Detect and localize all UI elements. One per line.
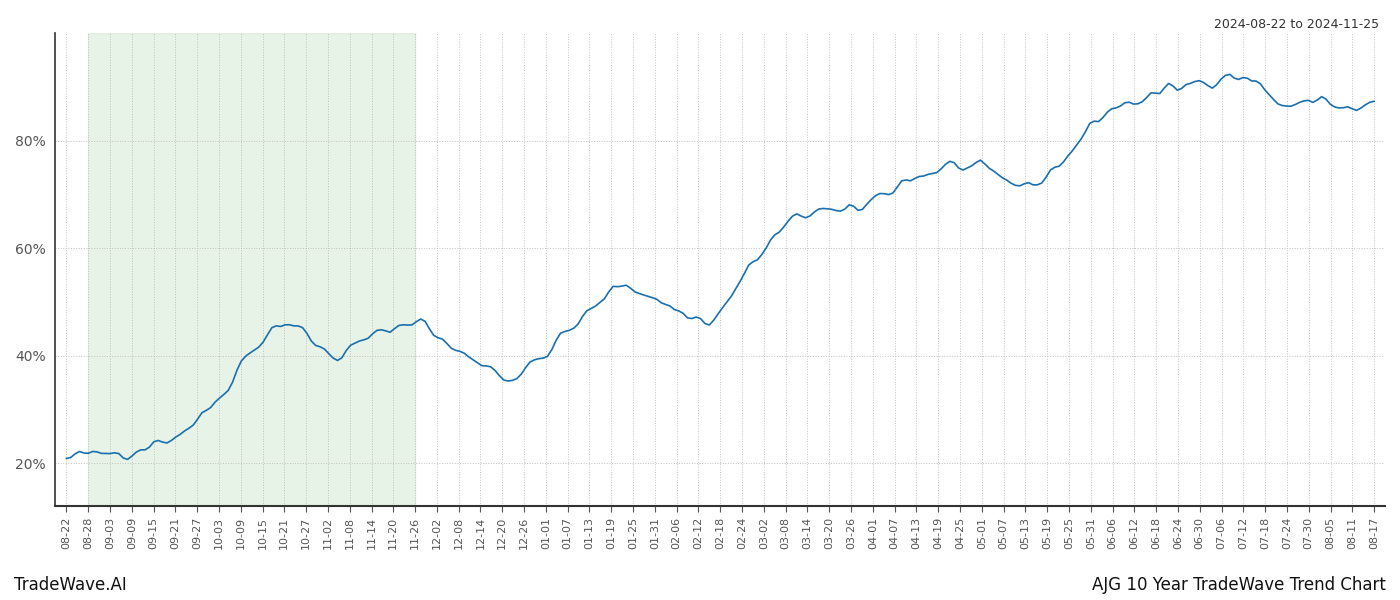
- Text: 2024-08-22 to 2024-11-25: 2024-08-22 to 2024-11-25: [1214, 18, 1379, 31]
- Bar: [88, 33, 414, 506]
- Text: TradeWave.AI: TradeWave.AI: [14, 576, 127, 594]
- Text: AJG 10 Year TradeWave Trend Chart: AJG 10 Year TradeWave Trend Chart: [1092, 576, 1386, 594]
